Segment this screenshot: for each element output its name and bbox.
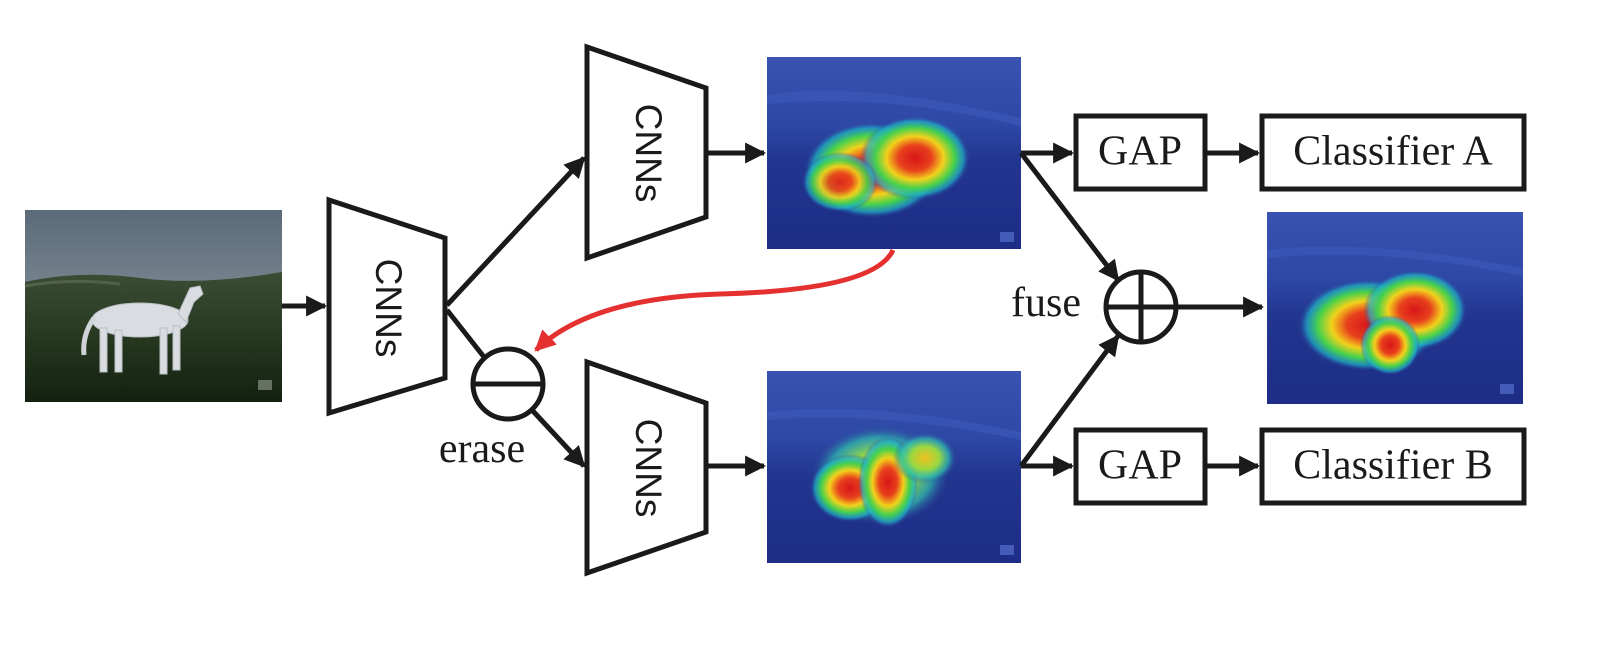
gap-a-label: GAP <box>1098 129 1182 175</box>
classifier-a-label: Classifier A <box>1293 129 1493 175</box>
fuse-operator <box>1103 269 1179 345</box>
gap-box-b: GAP <box>1073 427 1208 506</box>
cnn-bottom: CNNs <box>584 358 709 577</box>
arrow-erase-to-bottom-cnn <box>530 408 586 468</box>
heatmap-top <box>767 57 1021 249</box>
cnn-top: CNNs <box>584 43 709 262</box>
classifier-b-box: Classifier B <box>1259 427 1527 506</box>
heatmap-fused <box>1267 212 1523 404</box>
arrow-heatmap-top-to-fuse <box>1019 151 1120 282</box>
gap-b-label: GAP <box>1098 443 1182 489</box>
arrow-heatmap-bottom-to-fuse <box>1018 334 1121 468</box>
cnn-top-label: CNNs <box>628 104 669 203</box>
fuse-label: fuse <box>1011 280 1081 326</box>
cnn-main-label: CNNs <box>368 259 409 358</box>
arrow-cnn-to-erase <box>445 308 486 359</box>
erase-label: erase <box>439 426 525 472</box>
cnn-main: CNNs <box>326 196 448 417</box>
arrows <box>282 142 1265 477</box>
erase-operator <box>470 346 546 422</box>
gap-box-a: GAP <box>1073 113 1208 192</box>
input-image-horse <box>24 210 282 402</box>
classifier-a-box: Classifier A <box>1259 113 1527 192</box>
cnn-bottom-label: CNNs <box>628 419 669 518</box>
classifier-b-label: Classifier B <box>1293 443 1492 489</box>
arrow-cnn-to-top-cnn <box>445 156 586 307</box>
heatmap-bottom <box>767 371 1021 563</box>
erase-feedback-arrow <box>534 248 896 352</box>
